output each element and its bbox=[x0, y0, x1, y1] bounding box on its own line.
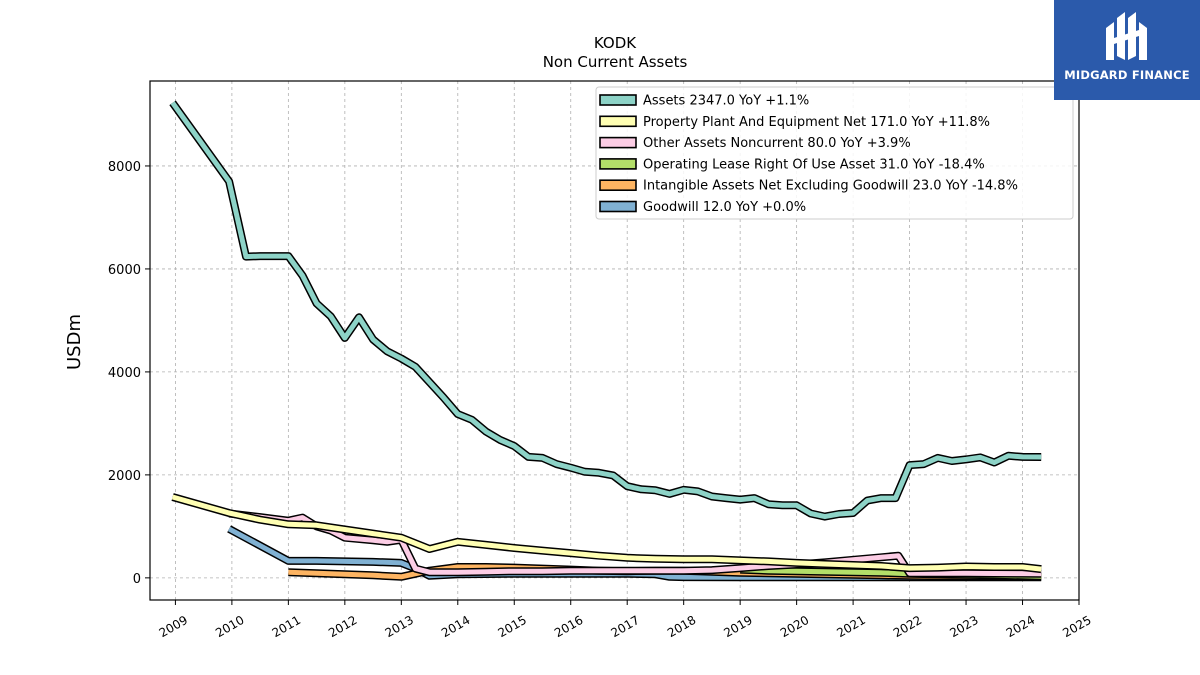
chart-title: KODK bbox=[594, 34, 637, 52]
legend-swatch bbox=[599, 94, 637, 106]
x-tick-label: 2009 bbox=[157, 613, 190, 640]
y-tick-label: 0 bbox=[133, 572, 141, 587]
legend-entry: Property Plant And Equipment Net 171.0 Y… bbox=[643, 115, 990, 130]
x-tick-label: 2023 bbox=[947, 613, 980, 640]
x-tick-label: 2022 bbox=[891, 613, 924, 640]
legend-entry: Operating Lease Right Of Use Asset 31.0 … bbox=[643, 157, 985, 172]
midgard-finance-logo: MIDGARD FINANCE bbox=[1054, 0, 1200, 100]
legend-entry: Other Assets Noncurrent 80.0 YoY +3.9% bbox=[643, 136, 911, 151]
y-tick-label: 2000 bbox=[108, 469, 141, 484]
x-tick-label: 2016 bbox=[552, 613, 585, 640]
x-tick-label: 2019 bbox=[721, 613, 754, 640]
y-tick-label: 4000 bbox=[108, 366, 141, 381]
x-tick-label: 2011 bbox=[270, 613, 303, 640]
legend-frame bbox=[595, 86, 1074, 220]
logo-text: MIDGARD FINANCE bbox=[1064, 68, 1190, 82]
legend-swatch bbox=[599, 158, 637, 170]
y-axis-label: USDm bbox=[64, 314, 85, 370]
x-tick-label: 2010 bbox=[213, 613, 246, 640]
x-tick-label: 2021 bbox=[834, 613, 867, 640]
y-tick-label: 8000 bbox=[108, 160, 141, 175]
series-layer bbox=[169, 100, 1042, 582]
x-tick-label: 2014 bbox=[439, 613, 472, 640]
chart-subtitle: Non Current Assets bbox=[543, 53, 688, 71]
x-tick-label: 2018 bbox=[665, 613, 698, 640]
legend: Assets 2347.0 YoY +1.1% Property Plant An… bbox=[595, 86, 1074, 220]
legend-swatch bbox=[599, 200, 637, 213]
x-tick-label: 2020 bbox=[778, 613, 811, 640]
legend-entry: Intangible Assets Net Excluding Goodwill… bbox=[643, 179, 1018, 194]
y-tick-label: 6000 bbox=[108, 263, 141, 278]
series-line bbox=[228, 511, 1042, 577]
legend-entry: Assets 2347.0 YoY +1.1% bbox=[643, 94, 809, 109]
x-tick-label: 2024 bbox=[1004, 613, 1037, 640]
legend-swatch bbox=[599, 179, 637, 191]
legend-entry: Goodwill 12.0 YoY +0.0% bbox=[643, 200, 806, 215]
x-tick-label: 2015 bbox=[496, 613, 529, 640]
legend-swatch bbox=[599, 115, 637, 128]
x-tick-label: 2012 bbox=[326, 613, 359, 640]
series-line bbox=[171, 494, 1042, 572]
series-line bbox=[170, 101, 1042, 520]
legend-swatch bbox=[599, 136, 637, 149]
x-tick-label: 2013 bbox=[383, 613, 416, 640]
x-tick-label: 2025 bbox=[1060, 613, 1093, 640]
x-tick-label: 2017 bbox=[608, 613, 641, 640]
plot-frame bbox=[149, 80, 1080, 601]
logo-mark-icon bbox=[1106, 12, 1147, 60]
